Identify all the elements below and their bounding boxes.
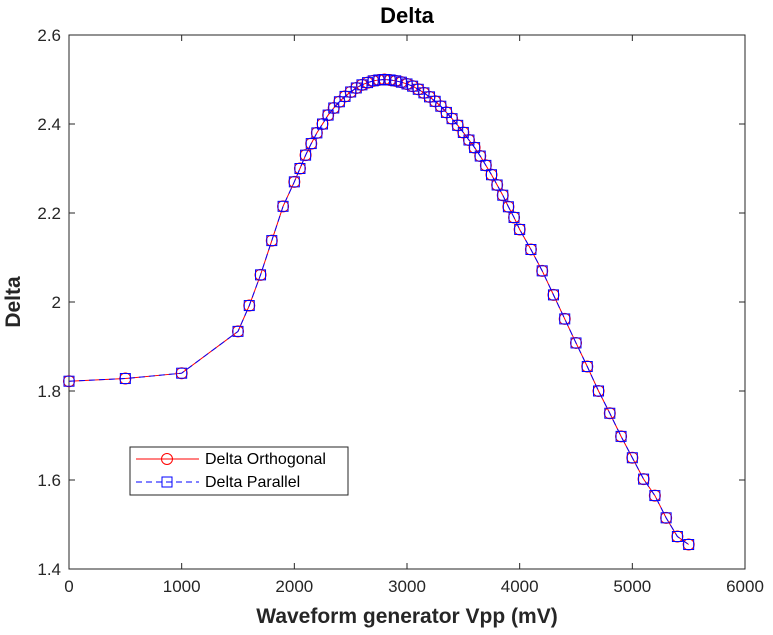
data-point-parallel [497,189,509,201]
y-tick-label: 2.4 [37,115,61,134]
data-point-parallel [305,138,317,150]
data-point-parallel [491,179,503,191]
data-point-parallel [350,82,362,94]
data-point-parallel [480,159,492,171]
data-point-parallel [288,176,300,188]
data-point-parallel [457,126,469,138]
data-point-parallel [649,490,661,502]
data-point-parallel [119,373,131,385]
y-tick-label: 2 [52,293,61,312]
data-point-parallel [412,83,424,95]
data-point-parallel [525,243,537,255]
data-point-parallel [378,74,390,85]
legend-marker-parallel [161,476,173,488]
legend-marker-orthogonal [161,453,173,465]
data-point-parallel [294,163,306,174]
data-point-parallel [671,531,683,543]
legend-entry-parallel: Delta Parallel [136,474,300,491]
data-point-parallel [328,102,340,114]
data-point-parallel [373,74,385,86]
data-point-parallel [401,78,413,90]
legend-entry-orthogonal: Delta Orthogonal [136,451,326,468]
x-tick-label: 4000 [501,577,539,596]
data-point-parallel [452,119,464,131]
data-point-parallel [435,100,447,112]
data-point-parallel [362,77,374,89]
data-point-parallel [615,430,627,442]
data-point-parallel [339,90,351,102]
data-point-parallel [277,200,289,212]
data-point-parallel [266,235,278,247]
y-tick-label: 1.4 [37,560,61,579]
data-point-parallel [593,385,605,397]
data-point-parallel [559,313,571,325]
data-point-parallel [384,74,396,86]
y-tick-label: 2.6 [37,26,61,45]
data-point-parallel [474,150,486,162]
data-point-parallel [502,201,514,213]
data-point-parallel [356,79,368,91]
data-point-parallel [570,337,582,349]
data-point-parallel [626,452,638,464]
x-tick-label: 2000 [275,577,313,596]
data-point-parallel [418,87,430,99]
series-parallel [63,74,695,551]
legend-label-orthogonal: Delta Orthogonal [205,451,326,468]
data-point-parallel [322,109,334,121]
axis-ticks: 0 1000 2000 3000 4000 5000 6000 1.4 1.6 1.8 2 2.2 2.… [37,26,764,596]
x-tick-label: 5000 [613,577,651,596]
y-tick-label: 2.2 [37,204,61,223]
data-point-parallel [311,127,323,139]
data-point-parallel [604,407,616,419]
x-axis-title: Waveform generator Vpp (mV) [256,605,557,628]
x-tick-label: 6000 [726,577,764,596]
legend: Delta Orthogonal Delta Parallel [129,446,349,496]
y-tick-label: 1.8 [37,382,61,401]
legend-label-parallel: Delta Parallel [205,474,300,491]
data-point-parallel [395,76,407,88]
data-point-parallel [345,86,357,98]
data-point-parallel [508,211,520,223]
x-tick-label: 3000 [388,577,426,596]
series-layer [63,73,695,551]
data-point-parallel [367,75,379,87]
y-axis-title: Delta [2,276,25,328]
x-tick-label: 1000 [163,577,201,596]
y-tick-label: 1.6 [37,471,61,490]
data-point-parallel [486,169,497,181]
data-point-parallel [232,325,244,337]
data-point-parallel [463,134,475,146]
data-point-parallel [660,512,672,524]
data-point-parallel [390,75,402,87]
data-point-parallel [243,300,255,312]
data-point-parallel [581,361,593,373]
data-point-parallel [255,269,267,281]
data-point-parallel [407,80,419,92]
data-point-parallel [638,473,650,485]
data-point-parallel [514,223,526,235]
data-point-parallel [446,113,458,125]
data-point-parallel [536,265,548,277]
data-point-parallel [440,106,452,118]
data-point-parallel [63,375,75,387]
x-tick-label: 0 [64,577,73,596]
data-point-parallel [300,149,312,161]
data-point-parallel [176,367,188,379]
data-point-parallel [424,91,436,103]
series-line-parallel [68,78,689,545]
data-point-parallel [469,142,481,154]
data-point-parallel [547,289,559,301]
data-point-parallel [683,539,695,551]
data-point-parallel [317,118,328,130]
chart-title: Delta [380,3,435,28]
